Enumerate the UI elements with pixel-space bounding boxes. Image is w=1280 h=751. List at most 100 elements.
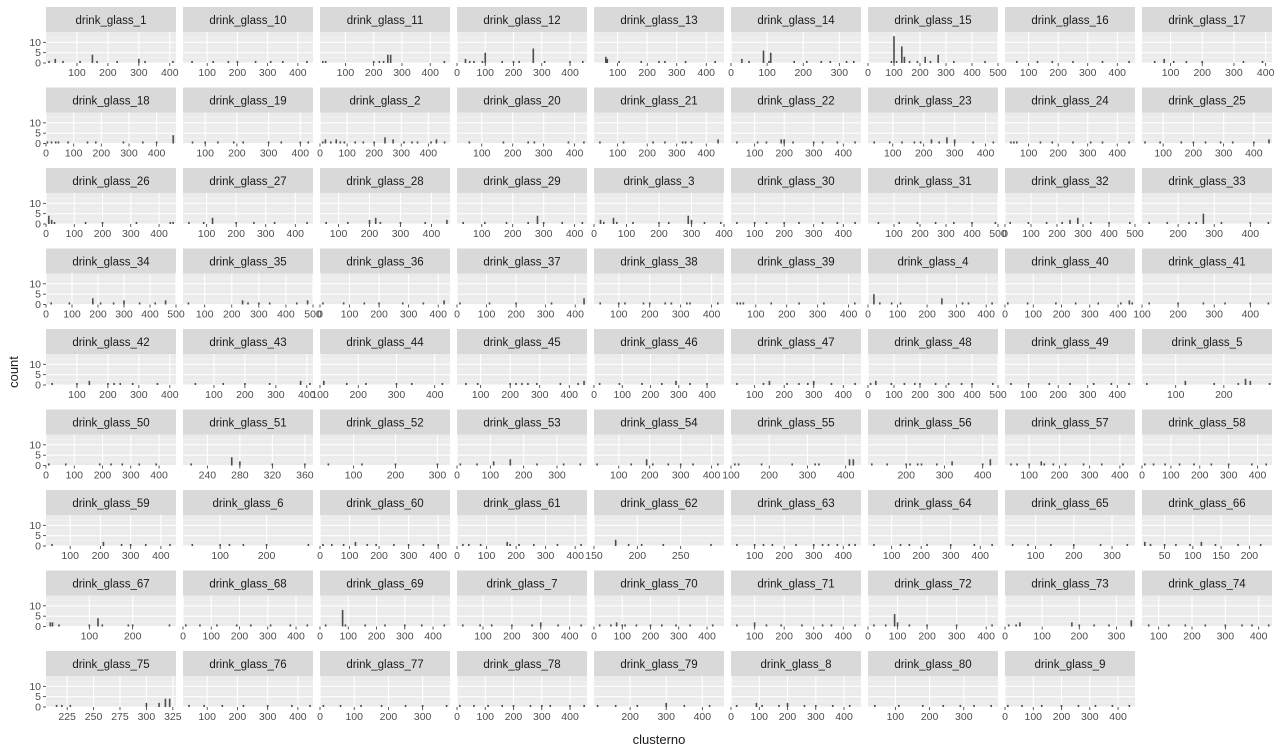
bar — [241, 300, 244, 305]
x-tick-label: 200 — [621, 711, 639, 723]
facet-title: drink_glass_40 — [1031, 257, 1108, 269]
x-tick-label: 300 — [955, 711, 973, 723]
x-tick-label: 300 — [1217, 631, 1235, 643]
facet-panel-drink_glass_5: drink_glass_5 100 200 — [1142, 329, 1272, 401]
facet-strip — [183, 329, 313, 354]
bar — [222, 382, 225, 385]
x-tick-label: 300 — [668, 67, 686, 79]
x-tick-label: 500 — [989, 67, 1007, 79]
bar — [532, 48, 535, 63]
bar — [527, 221, 529, 224]
bar — [239, 461, 241, 466]
bar — [1055, 302, 1057, 305]
bar — [583, 380, 585, 385]
bar — [949, 543, 952, 546]
x-tick-label: 400 — [1245, 148, 1263, 160]
facet-strip — [46, 490, 176, 515]
x-tick-label: 400 — [1100, 228, 1118, 240]
bar — [1060, 704, 1063, 707]
bar — [1064, 463, 1067, 466]
bar — [119, 382, 122, 385]
bar — [1074, 302, 1077, 305]
bar — [1036, 60, 1039, 63]
x-tick-label: 400 — [835, 631, 853, 643]
x-tick-label: 100 — [609, 67, 627, 79]
facet-panel-drink_glass_45: drink_glass_45 100 200 300 400 — [457, 329, 587, 401]
bar — [884, 624, 887, 627]
facet-title: drink_glass_77 — [346, 659, 423, 671]
bar — [473, 60, 475, 63]
bar — [1015, 624, 1017, 627]
facet-title: drink_glass_25 — [1168, 96, 1245, 108]
bar — [1021, 704, 1023, 707]
bar — [1213, 382, 1216, 385]
bar — [1048, 382, 1051, 385]
x-tick-label: 200 — [642, 389, 660, 401]
bar — [443, 60, 446, 63]
bar — [50, 302, 52, 305]
x-tick-label: 200 — [911, 67, 929, 79]
bar — [509, 382, 511, 385]
facet-title: drink_glass_20 — [483, 96, 560, 108]
x-tick-label: 200 — [361, 228, 379, 240]
bar — [84, 221, 87, 224]
facet-strip — [868, 490, 998, 515]
bar — [786, 382, 788, 385]
bar — [836, 141, 839, 144]
x-tick-label: 240 — [199, 470, 217, 482]
x-tick-label: 0 — [1002, 228, 1008, 240]
bar — [708, 704, 711, 707]
x-tick-label: 0 — [591, 631, 597, 643]
bar — [753, 543, 756, 546]
x-tick-label: 150 — [585, 550, 603, 562]
facet-strip — [731, 248, 861, 274]
bar — [836, 543, 839, 546]
x-tick-label: 300 — [809, 309, 827, 321]
bar — [916, 463, 919, 466]
bar — [518, 543, 520, 546]
x-tick-label: 400 — [703, 309, 721, 321]
x-tick-label: 200 — [1053, 711, 1071, 723]
bar — [211, 217, 214, 224]
bar — [632, 221, 634, 224]
x-tick-label: 100 — [613, 631, 631, 643]
bar — [768, 60, 770, 63]
x-tick-label: 100 — [198, 67, 216, 79]
x-tick-label: 100 — [474, 631, 492, 643]
bar — [953, 60, 955, 63]
y-tick-label: 0 — [35, 541, 41, 553]
facet-strip — [594, 168, 724, 193]
x-tick-label: 300 — [1205, 309, 1223, 321]
bar — [268, 382, 271, 385]
bar — [1013, 141, 1015, 144]
bar — [299, 141, 302, 144]
facet-panel-drink_glass_14: drink_glass_14 0 100 200 300 — [728, 7, 861, 79]
bar — [253, 221, 255, 224]
bar — [599, 141, 601, 144]
x-tick-label: 0 — [454, 470, 460, 482]
bar — [893, 614, 896, 627]
x-tick-label: 0 — [728, 67, 734, 79]
x-tick-label: 300 — [122, 550, 140, 562]
bar — [539, 622, 542, 627]
facet-panel-drink_glass_63: drink_glass_63 100 200 300 400 — [731, 490, 861, 562]
facet-title: drink_glass_65 — [1031, 498, 1108, 510]
facet-title: drink_glass_30 — [757, 176, 834, 188]
x-tick-label: 200 — [638, 148, 656, 160]
bar — [131, 624, 134, 627]
bar — [814, 704, 817, 707]
facet-panel-drink_glass_73: drink_glass_73 0 100 200 300 — [1002, 570, 1135, 643]
x-tick-label: 400 — [977, 631, 995, 643]
bar — [1202, 302, 1205, 305]
bar — [265, 543, 268, 546]
x-tick-label: 200 — [94, 470, 112, 482]
facet-panel-drink_glass_71: drink_glass_71 100 200 300 400 — [731, 570, 861, 643]
bar — [88, 380, 91, 385]
bar — [529, 704, 532, 707]
facet-title: drink_glass_19 — [209, 96, 286, 108]
facet-panel-drink_glass_74: drink_glass_74 100 200 300 400 — [1142, 570, 1272, 643]
facet-title: drink_glass_79 — [620, 659, 697, 671]
bar — [1219, 141, 1222, 144]
